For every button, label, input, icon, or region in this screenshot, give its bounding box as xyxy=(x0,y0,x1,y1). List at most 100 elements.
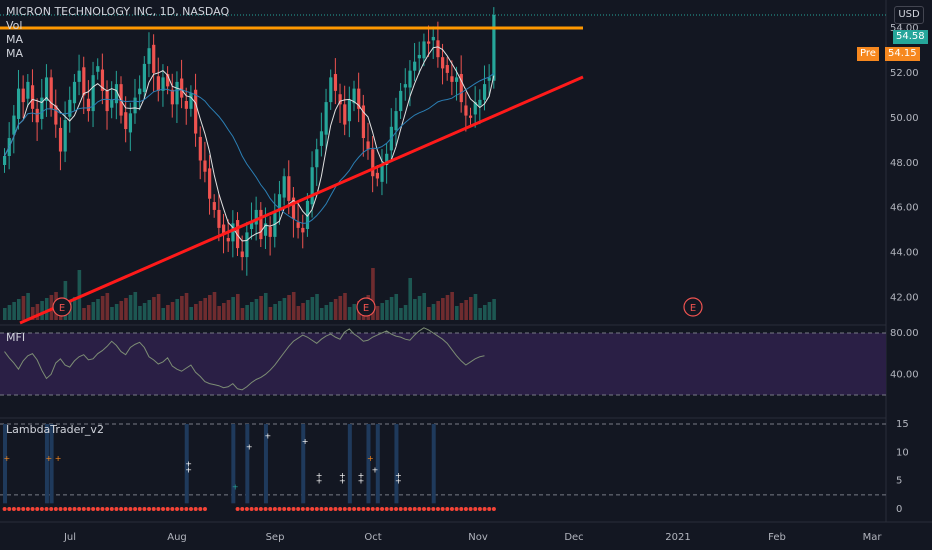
candle-body xyxy=(333,74,338,91)
volume-bar xyxy=(72,297,77,320)
volume-bar xyxy=(124,298,128,320)
signal-dot xyxy=(324,507,329,511)
volume-bar xyxy=(324,305,329,320)
volume-bar xyxy=(394,294,399,320)
candle-body xyxy=(408,70,412,88)
volume-bar xyxy=(263,293,268,320)
volume-bar xyxy=(417,296,422,320)
signal-marker: + xyxy=(232,482,239,491)
signal-dot xyxy=(49,507,54,511)
currency-button[interactable]: USD xyxy=(894,6,924,24)
trend-line xyxy=(19,75,584,325)
price-tick-label: 44.00 xyxy=(890,248,919,259)
candle-body xyxy=(240,251,244,258)
candle-body xyxy=(282,176,286,198)
volume-bar xyxy=(296,306,301,320)
lambdatrader-legend-label[interactable]: LambdaTrader_v2 xyxy=(6,423,104,436)
candle-body xyxy=(464,105,468,116)
signal-dot xyxy=(366,507,371,511)
candle-body xyxy=(58,127,63,152)
signal-dot xyxy=(347,507,352,511)
volume-bar xyxy=(198,301,203,320)
candle-body xyxy=(142,63,146,92)
candle-body xyxy=(30,85,35,109)
candle-body xyxy=(91,75,95,112)
candle-body xyxy=(222,224,226,235)
signal-marker: + xyxy=(264,431,271,440)
volume-bar xyxy=(287,295,291,320)
signal-dot xyxy=(100,507,105,511)
price-tick-label: 50.00 xyxy=(890,113,919,124)
volume-bar xyxy=(385,300,389,320)
candle-body xyxy=(21,88,25,103)
volume-bar xyxy=(110,307,114,320)
volume-bar xyxy=(40,301,44,320)
signal-tick-label: 15 xyxy=(896,419,909,430)
candle-body xyxy=(403,84,407,88)
candle-body xyxy=(49,77,53,109)
signal-dot xyxy=(286,507,291,511)
volume-bar xyxy=(291,292,296,320)
volume-bar xyxy=(21,296,26,320)
signal-dot xyxy=(468,507,473,511)
signal-dot xyxy=(151,507,156,511)
signal-dot xyxy=(394,507,399,511)
candle-body xyxy=(394,111,398,131)
candle-body xyxy=(35,108,39,123)
volume-bar xyxy=(170,302,175,320)
signal-dot xyxy=(95,507,100,511)
signal-dot xyxy=(431,507,436,511)
candle-body xyxy=(217,209,221,228)
candle-body xyxy=(166,74,170,87)
candle-body xyxy=(352,88,356,104)
signal-dot xyxy=(128,507,133,511)
signal-dot xyxy=(380,507,385,511)
candle-body xyxy=(357,88,361,109)
candle-body xyxy=(431,36,435,41)
candle-body xyxy=(86,98,91,112)
time-tick-label: Sep xyxy=(266,532,285,543)
candle-body xyxy=(399,90,403,112)
ma-legend-label-2[interactable]: MA xyxy=(6,47,24,60)
ma-legend-label-1[interactable]: MA xyxy=(6,33,24,46)
volume-legend-label[interactable]: Vol xyxy=(6,19,23,32)
volume-bar xyxy=(249,302,254,320)
candle-body xyxy=(16,88,21,119)
volume-bar xyxy=(245,305,249,320)
volume-bar xyxy=(436,301,440,320)
signal-dot xyxy=(282,507,287,511)
candle-body xyxy=(277,194,282,209)
candle-body xyxy=(455,77,459,82)
signal-dot xyxy=(463,507,468,511)
candle-body xyxy=(114,84,119,104)
candle-body xyxy=(198,136,202,161)
volume-bar xyxy=(96,299,100,320)
volume-bar xyxy=(3,308,7,320)
candle-body xyxy=(96,66,100,72)
candle-body xyxy=(417,54,421,59)
candle-body xyxy=(105,90,109,112)
signal-dot xyxy=(408,507,413,511)
candle-body xyxy=(310,167,314,205)
candle-body xyxy=(124,112,128,130)
signal-dot xyxy=(328,507,333,511)
volume-bar xyxy=(408,278,413,320)
signal-dot xyxy=(109,507,114,511)
signal-dot xyxy=(58,507,63,511)
candle-body xyxy=(263,223,268,236)
signal-bar xyxy=(375,424,380,504)
signal-bar xyxy=(301,424,306,504)
signal-dot xyxy=(235,507,240,511)
signal-dot xyxy=(67,507,72,511)
signal-bar xyxy=(394,424,399,504)
candle-body xyxy=(194,89,198,134)
signal-dot xyxy=(25,507,30,511)
signal-dot xyxy=(156,507,161,511)
signal-dot xyxy=(179,507,184,511)
signal-dot xyxy=(142,507,147,511)
mfi-legend-label[interactable]: MFI xyxy=(6,331,26,344)
signal-dot xyxy=(193,507,198,511)
signal-dot xyxy=(258,507,263,511)
signal-dot xyxy=(305,507,310,511)
